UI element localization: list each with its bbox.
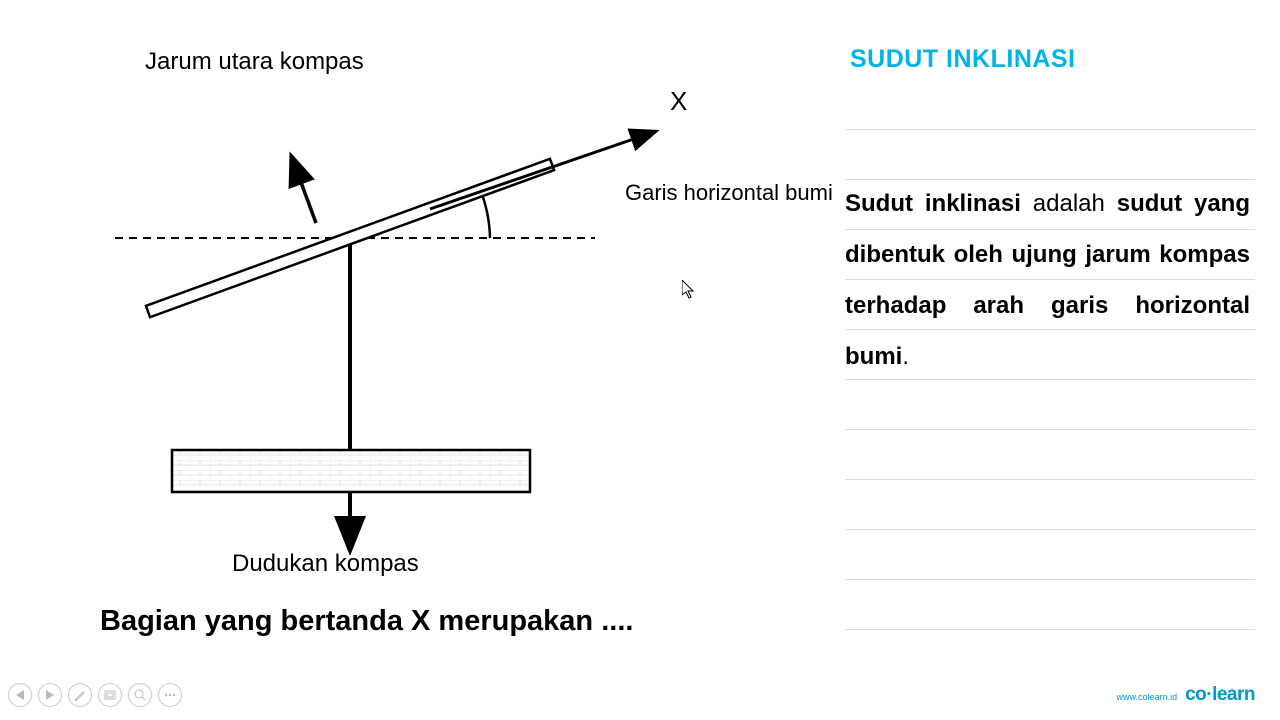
- pen-icon: [74, 689, 86, 701]
- brand: www.colearn.id co·learn: [1117, 684, 1255, 706]
- explanation-text: Sudut inklinasi adalah sudut yang dibent…: [845, 178, 1250, 382]
- zoom-button[interactable]: [128, 683, 152, 707]
- compass-diagram: [50, 30, 810, 590]
- brand-logo: co·learn: [1185, 684, 1255, 706]
- brand-url: www.colearn.id: [1117, 692, 1178, 702]
- panel-title: SUDUT INKLINASI: [850, 45, 1250, 74]
- x-arrow: [430, 132, 654, 209]
- play-button[interactable]: [38, 683, 62, 707]
- bottom-bar: www.colearn.id co·learn: [0, 670, 1280, 720]
- question-text: Bagian yang bertanda X merupakan ....: [100, 605, 633, 638]
- label-garis-horizontal: Garis horizontal bumi: [625, 180, 833, 206]
- player-controls: [8, 683, 182, 707]
- prev-icon: [16, 690, 24, 700]
- more-icon: [164, 693, 176, 697]
- label-jarum-utara: Jarum utara kompas: [145, 48, 364, 76]
- label-dudukan: Dudukan kompas: [232, 550, 419, 578]
- slides-button[interactable]: [98, 683, 122, 707]
- more-button[interactable]: [158, 683, 182, 707]
- play-icon: [46, 690, 54, 700]
- pen-button[interactable]: [68, 683, 92, 707]
- stand-base: [172, 450, 530, 492]
- north-arrow: [292, 158, 316, 223]
- main-container: Jarum utara kompas X Garis horizontal bu…: [0, 0, 1280, 660]
- diagram-panel: Jarum utara kompas X Garis horizontal bu…: [0, 0, 845, 660]
- explanation-panel: SUDUT INKLINASI Sudut inklinasi adalah s…: [845, 0, 1280, 660]
- prev-button[interactable]: [8, 683, 32, 707]
- zoom-icon: [134, 689, 146, 701]
- label-x: X: [670, 86, 687, 117]
- slides-icon: [104, 689, 116, 701]
